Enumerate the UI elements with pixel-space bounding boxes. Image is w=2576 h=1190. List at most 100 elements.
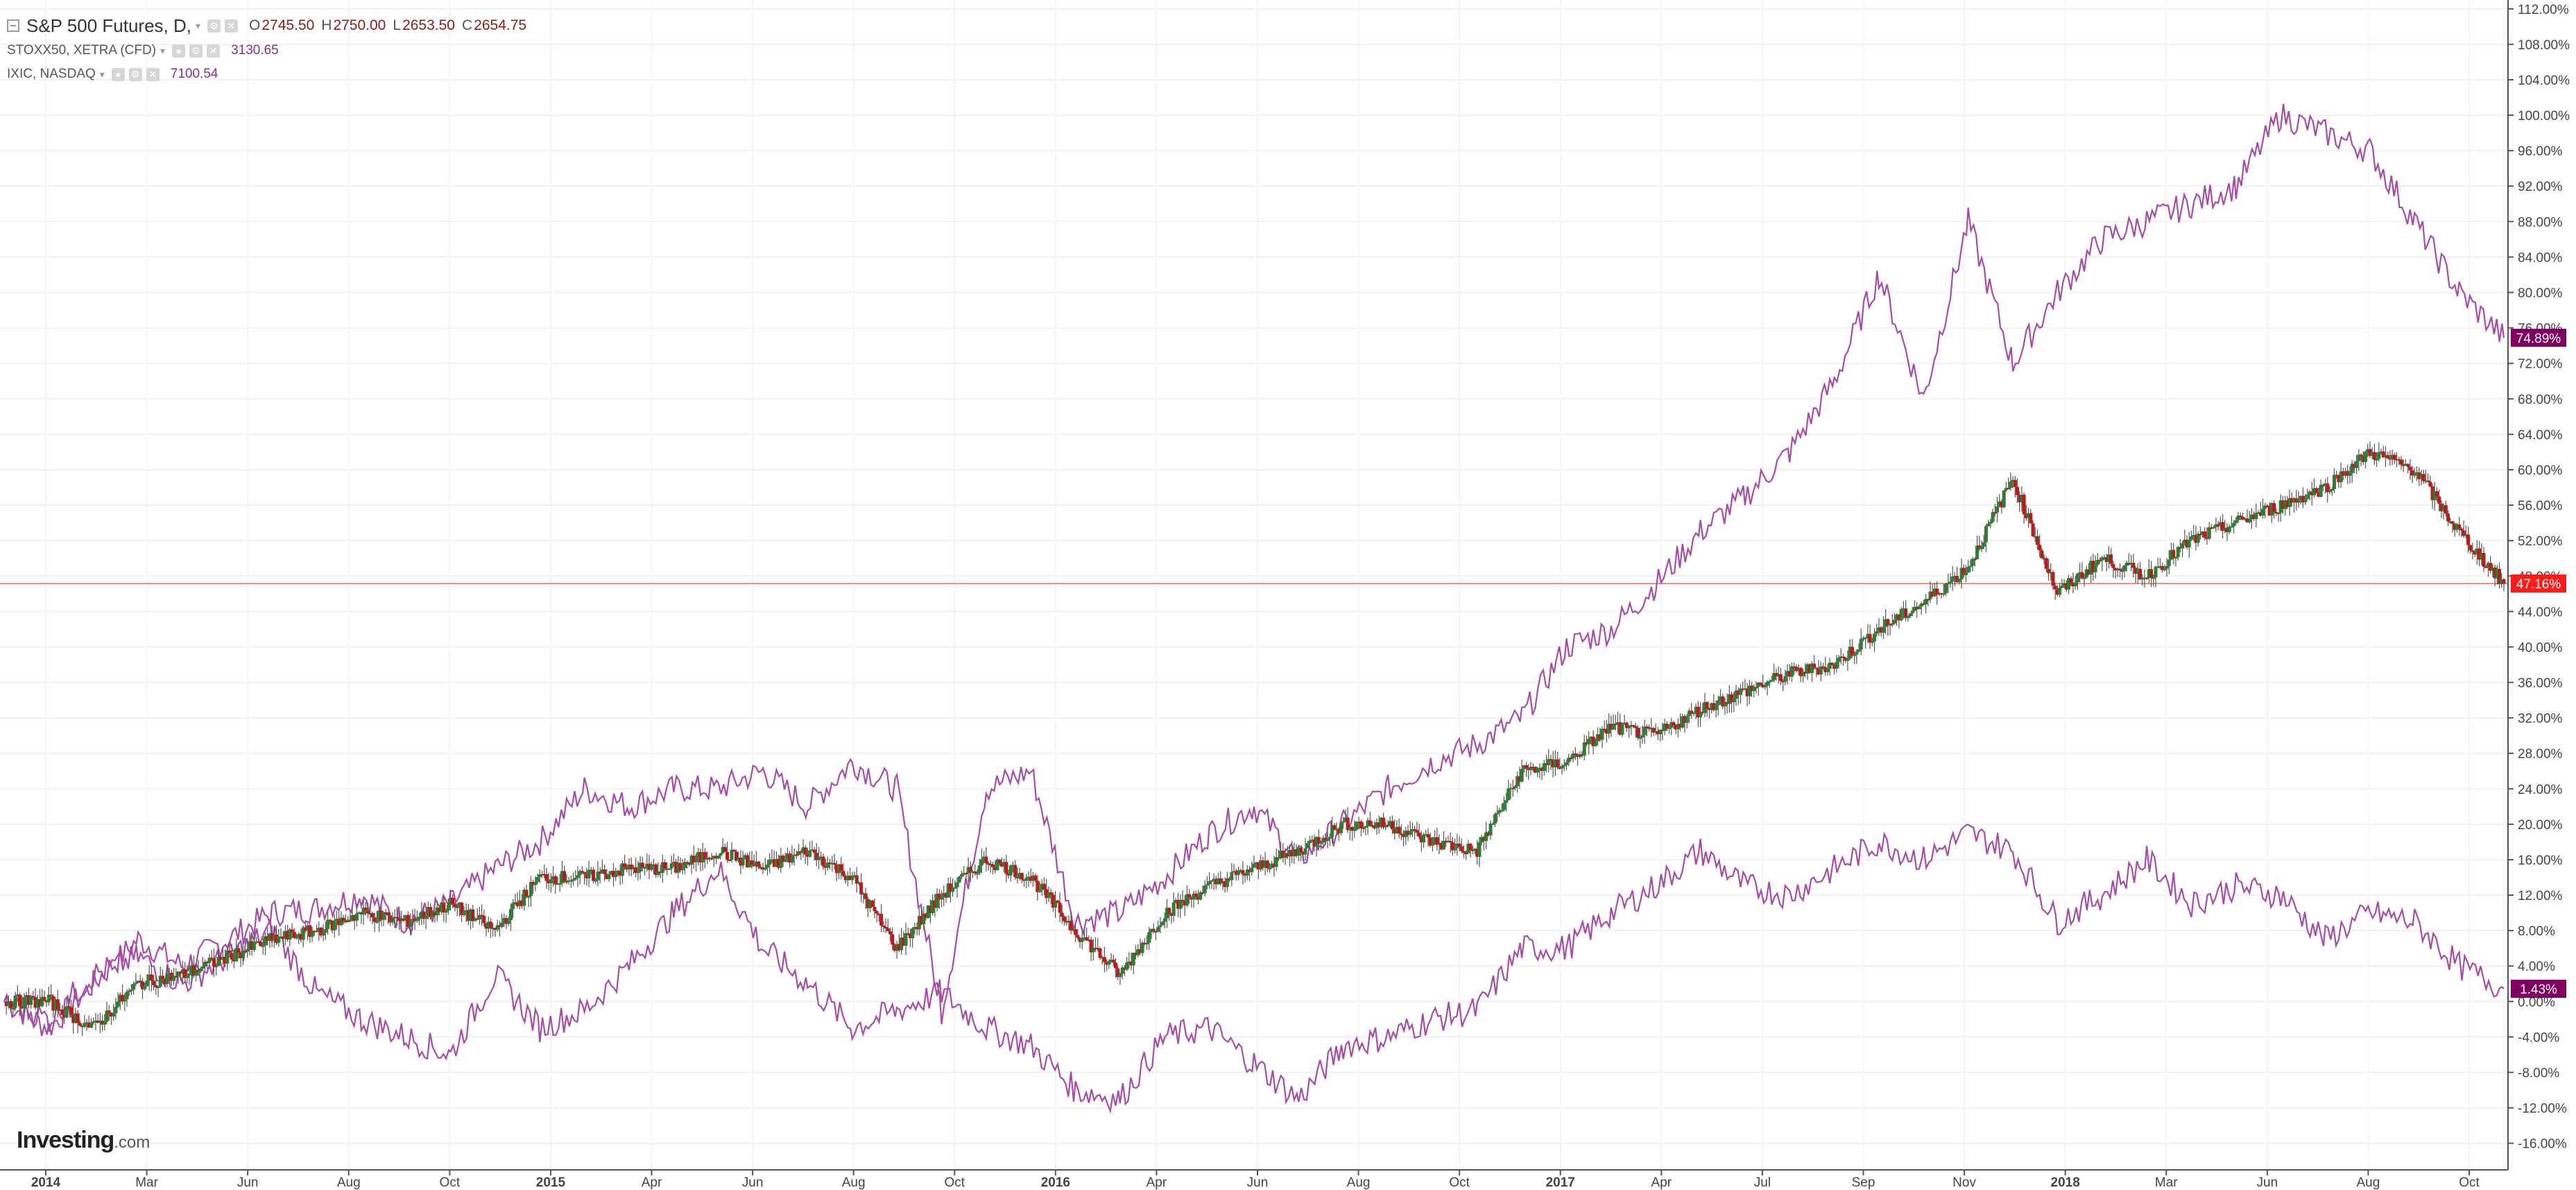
candle-body: [2355, 461, 2359, 468]
y-tick-label: 84.00%: [2518, 250, 2563, 265]
y-tick-label: 52.00%: [2518, 534, 2563, 549]
candle-body: [1638, 737, 1642, 739]
candle-body: [2071, 583, 2075, 587]
main-symbol[interactable]: S&P 500 Futures, D,: [26, 15, 191, 36]
candle-body: [2156, 566, 2160, 568]
candle-body: [98, 1021, 102, 1023]
settings-icon[interactable]: ⚙: [207, 19, 221, 33]
candle-body: [2149, 569, 2154, 578]
candle-body: [2214, 524, 2218, 527]
candle-body: [1482, 837, 1486, 841]
chevron-down-icon[interactable]: ▾: [160, 44, 166, 56]
candle-body: [629, 864, 633, 869]
candle-body: [409, 922, 413, 927]
candle-body: [1283, 853, 1287, 858]
candle-body: [2359, 454, 2363, 457]
candle-body: [292, 932, 296, 938]
settings-icon[interactable]: ⚙: [128, 67, 142, 81]
candle-body: [803, 847, 807, 855]
candle-body: [1835, 661, 1839, 669]
close-icon[interactable]: ✕: [225, 19, 239, 33]
compare-symbol[interactable]: IXIC, NASDAQ: [7, 67, 96, 81]
settings-icon[interactable]: ⚙: [189, 44, 203, 58]
candle-body: [1982, 542, 1986, 547]
candle-body: [752, 865, 756, 867]
candle-body: [1205, 884, 1209, 886]
candle-body: [783, 859, 787, 862]
collapse-icon[interactable]: [7, 19, 19, 32]
chevron-down-icon[interactable]: ▾: [195, 19, 201, 31]
candle-body: [1692, 712, 1696, 714]
candle-body: [770, 859, 774, 861]
candle-body: [1848, 647, 1852, 659]
candle-body: [741, 858, 745, 866]
candle-body: [1747, 686, 1751, 697]
series-layer: [0, 103, 2508, 1114]
candle-body: [2379, 451, 2383, 453]
candle-body: [2038, 545, 2042, 551]
candle-body: [1921, 603, 1925, 605]
candle-body: [825, 862, 830, 868]
candle-body: [1069, 920, 1073, 930]
candle-body: [346, 919, 350, 922]
candle-body: [1551, 760, 1555, 767]
candle-body: [114, 1006, 118, 1014]
candle-body: [279, 936, 283, 938]
candle-body: [565, 881, 569, 883]
candle-body: [1910, 611, 1914, 613]
candle-body: [574, 878, 578, 880]
candle-body: [553, 876, 558, 885]
candle-body: [728, 859, 732, 861]
candle-body: [993, 867, 997, 871]
candle-body: [1051, 894, 1055, 908]
candle-body: [2252, 514, 2256, 520]
candle-body: [790, 856, 794, 863]
y-tick-label: 88.00%: [2518, 215, 2563, 230]
candle-body: [1426, 834, 1430, 838]
candle-body: [446, 905, 450, 911]
candle-body: [69, 1007, 74, 1015]
candle-body: [1362, 827, 1366, 829]
candle-body: [42, 996, 46, 1001]
candle-body: [2321, 484, 2325, 486]
candle-body: [2448, 521, 2453, 523]
candle-body: [328, 919, 332, 921]
candle-body: [2145, 577, 2149, 579]
candle-body: [810, 849, 814, 851]
candle-body: [176, 971, 180, 976]
candle-body: [730, 849, 734, 860]
candle-body: [1533, 767, 1537, 773]
candle-body: [1582, 742, 1586, 756]
candle-body: [592, 869, 596, 881]
candle-body: [2049, 572, 2053, 574]
candle-body: [1105, 962, 1109, 965]
candle-body: [1446, 840, 1450, 843]
candle-body: [440, 902, 444, 912]
close-icon[interactable]: ✕: [146, 67, 160, 81]
candle-body: [1339, 822, 1343, 833]
candle-body: [1870, 641, 1874, 643]
candle-body: [1187, 894, 1192, 898]
candle-body: [859, 882, 864, 894]
candle-body: [200, 966, 205, 969]
candle-body: [205, 962, 209, 964]
candle-body: [1027, 876, 1031, 878]
candle-body: [55, 999, 60, 1010]
compare-symbol[interactable]: STOXX50, XETRA (CFD): [7, 43, 157, 58]
candle-body: [538, 874, 542, 877]
close-icon[interactable]: ✕: [207, 44, 221, 58]
y-tick-label: -4.00%: [2518, 1030, 2559, 1045]
eye-icon[interactable]: ●: [172, 44, 186, 58]
candle-body: [2491, 567, 2495, 571]
candle-body: [221, 956, 225, 960]
y-tick-label: 64.00%: [2518, 428, 2563, 443]
chevron-down-icon[interactable]: ▾: [99, 68, 105, 80]
x-tick-label: Mar: [2155, 1175, 2178, 1190]
candle-body: [2086, 569, 2090, 575]
candle-body: [83, 1023, 87, 1027]
candle-body: [288, 929, 292, 940]
candle-body: [1690, 711, 1694, 713]
candle-body: [1699, 711, 1703, 717]
eye-icon[interactable]: ●: [111, 67, 125, 81]
